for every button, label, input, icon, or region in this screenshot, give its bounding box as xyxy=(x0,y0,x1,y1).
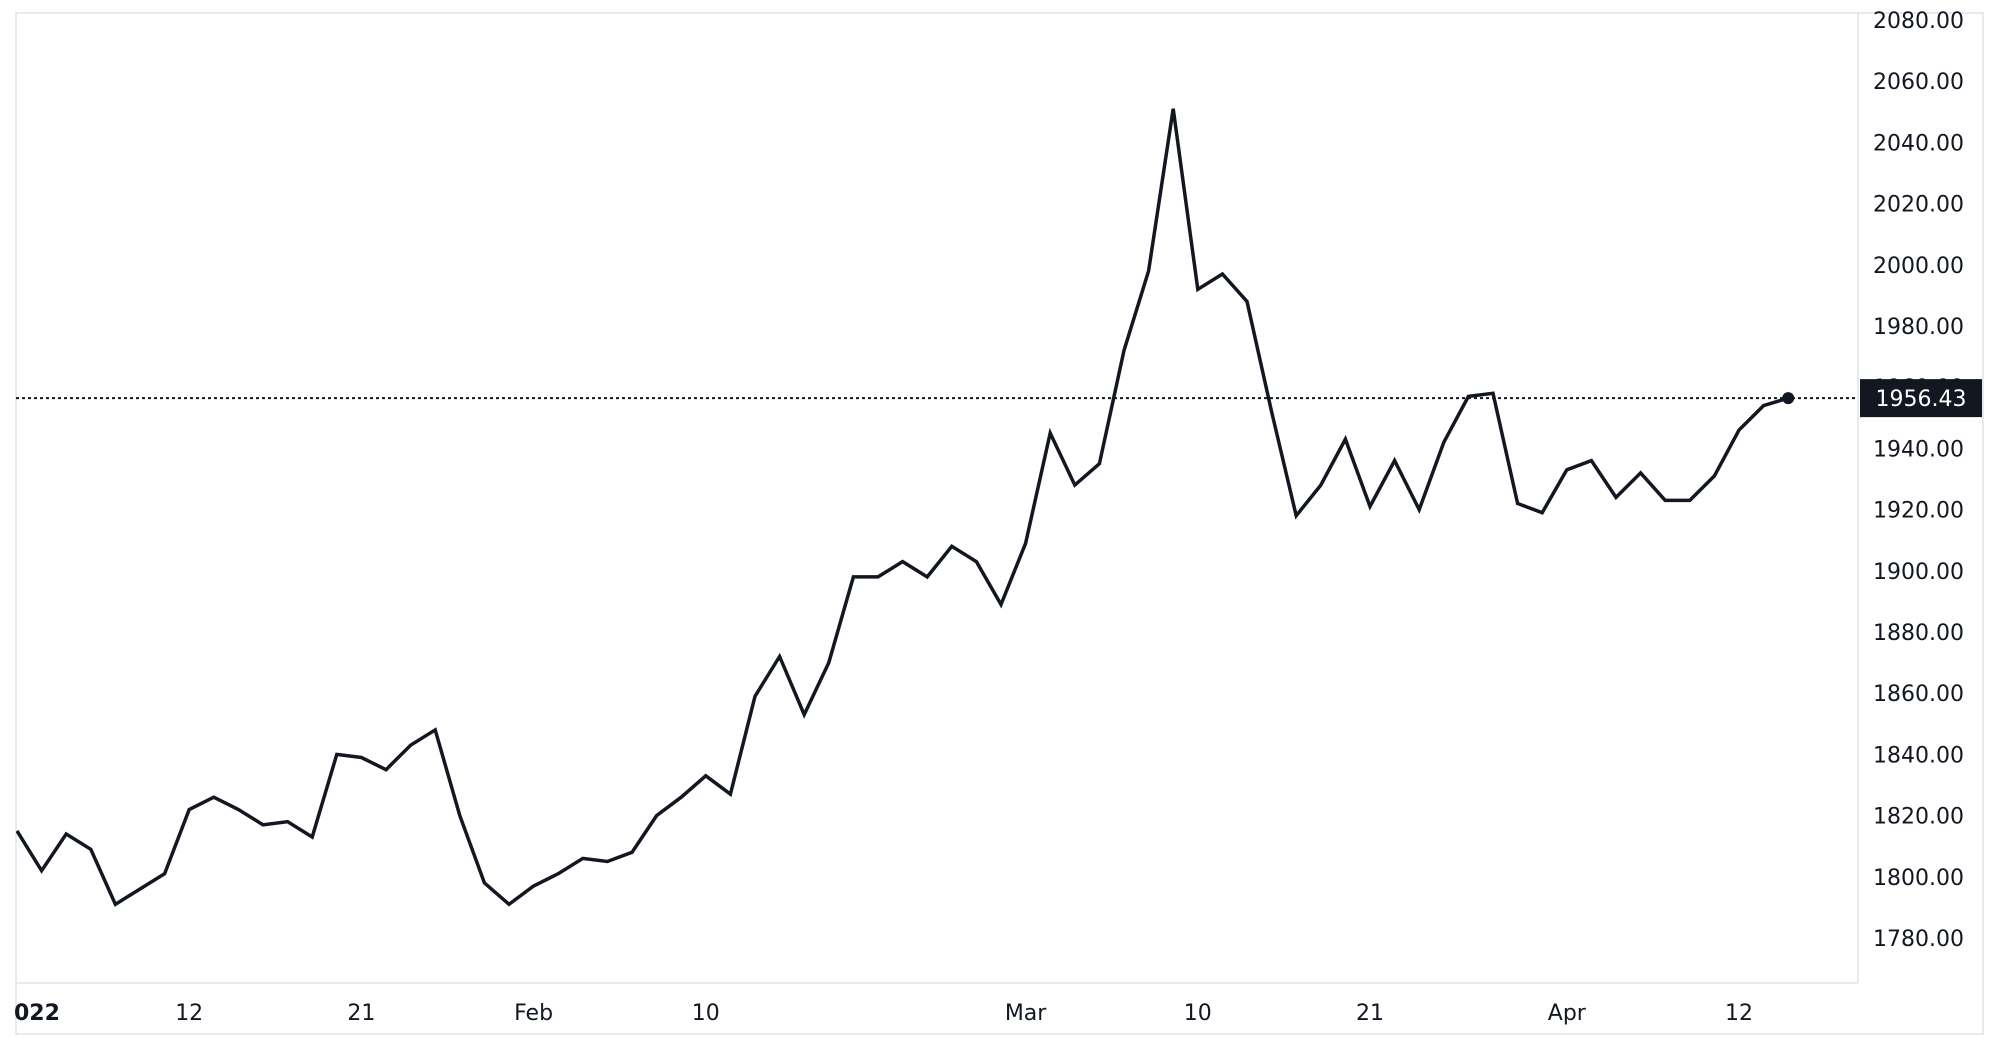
y-tick-label: 1800.00 xyxy=(1873,866,1964,891)
last-price-badge xyxy=(1860,379,1982,418)
y-tick-label: 1980.00 xyxy=(1873,315,1964,340)
last-price-point[interactable] xyxy=(1782,392,1795,405)
y-tick-label: 1900.00 xyxy=(1873,560,1964,585)
x-tick-label: 12 xyxy=(1725,1001,1753,1026)
x-tick-label: 10 xyxy=(1184,1001,1212,1026)
y-tick-label: 1820.00 xyxy=(1873,805,1964,830)
y-tick-label: 1920.00 xyxy=(1873,499,1964,524)
y-tick-label: 1780.00 xyxy=(1873,927,1964,952)
y-tick-label: 1840.00 xyxy=(1873,743,1964,768)
y-tick-label: 2080.00 xyxy=(1873,9,1964,34)
chart-border xyxy=(15,12,1984,1035)
y-tick-label: 1940.00 xyxy=(1873,437,1964,462)
y-tick-label: 2000.00 xyxy=(1873,254,1964,279)
last-price-label: 1956.43 xyxy=(1876,387,1967,412)
y-tick-label: 1860.00 xyxy=(1873,682,1964,707)
x-tick-label: Mar xyxy=(1005,1001,1047,1026)
x-tick-label: Feb xyxy=(514,1001,553,1026)
x-tick-label: 022 xyxy=(14,1001,60,1026)
y-tick-label: 2020.00 xyxy=(1873,193,1964,218)
y-tick-label: 2040.00 xyxy=(1873,131,1964,156)
y-tick-label: 2060.00 xyxy=(1873,70,1964,95)
x-tick-label: 10 xyxy=(692,1001,720,1026)
y-tick-label: 1880.00 xyxy=(1873,621,1964,646)
x-tick-label: 12 xyxy=(175,1001,203,1026)
x-tick-label: Apr xyxy=(1548,1001,1587,1026)
x-tick-label: 21 xyxy=(347,1001,375,1026)
x-tick-label: 21 xyxy=(1356,1001,1384,1026)
price-line xyxy=(16,108,1789,907)
